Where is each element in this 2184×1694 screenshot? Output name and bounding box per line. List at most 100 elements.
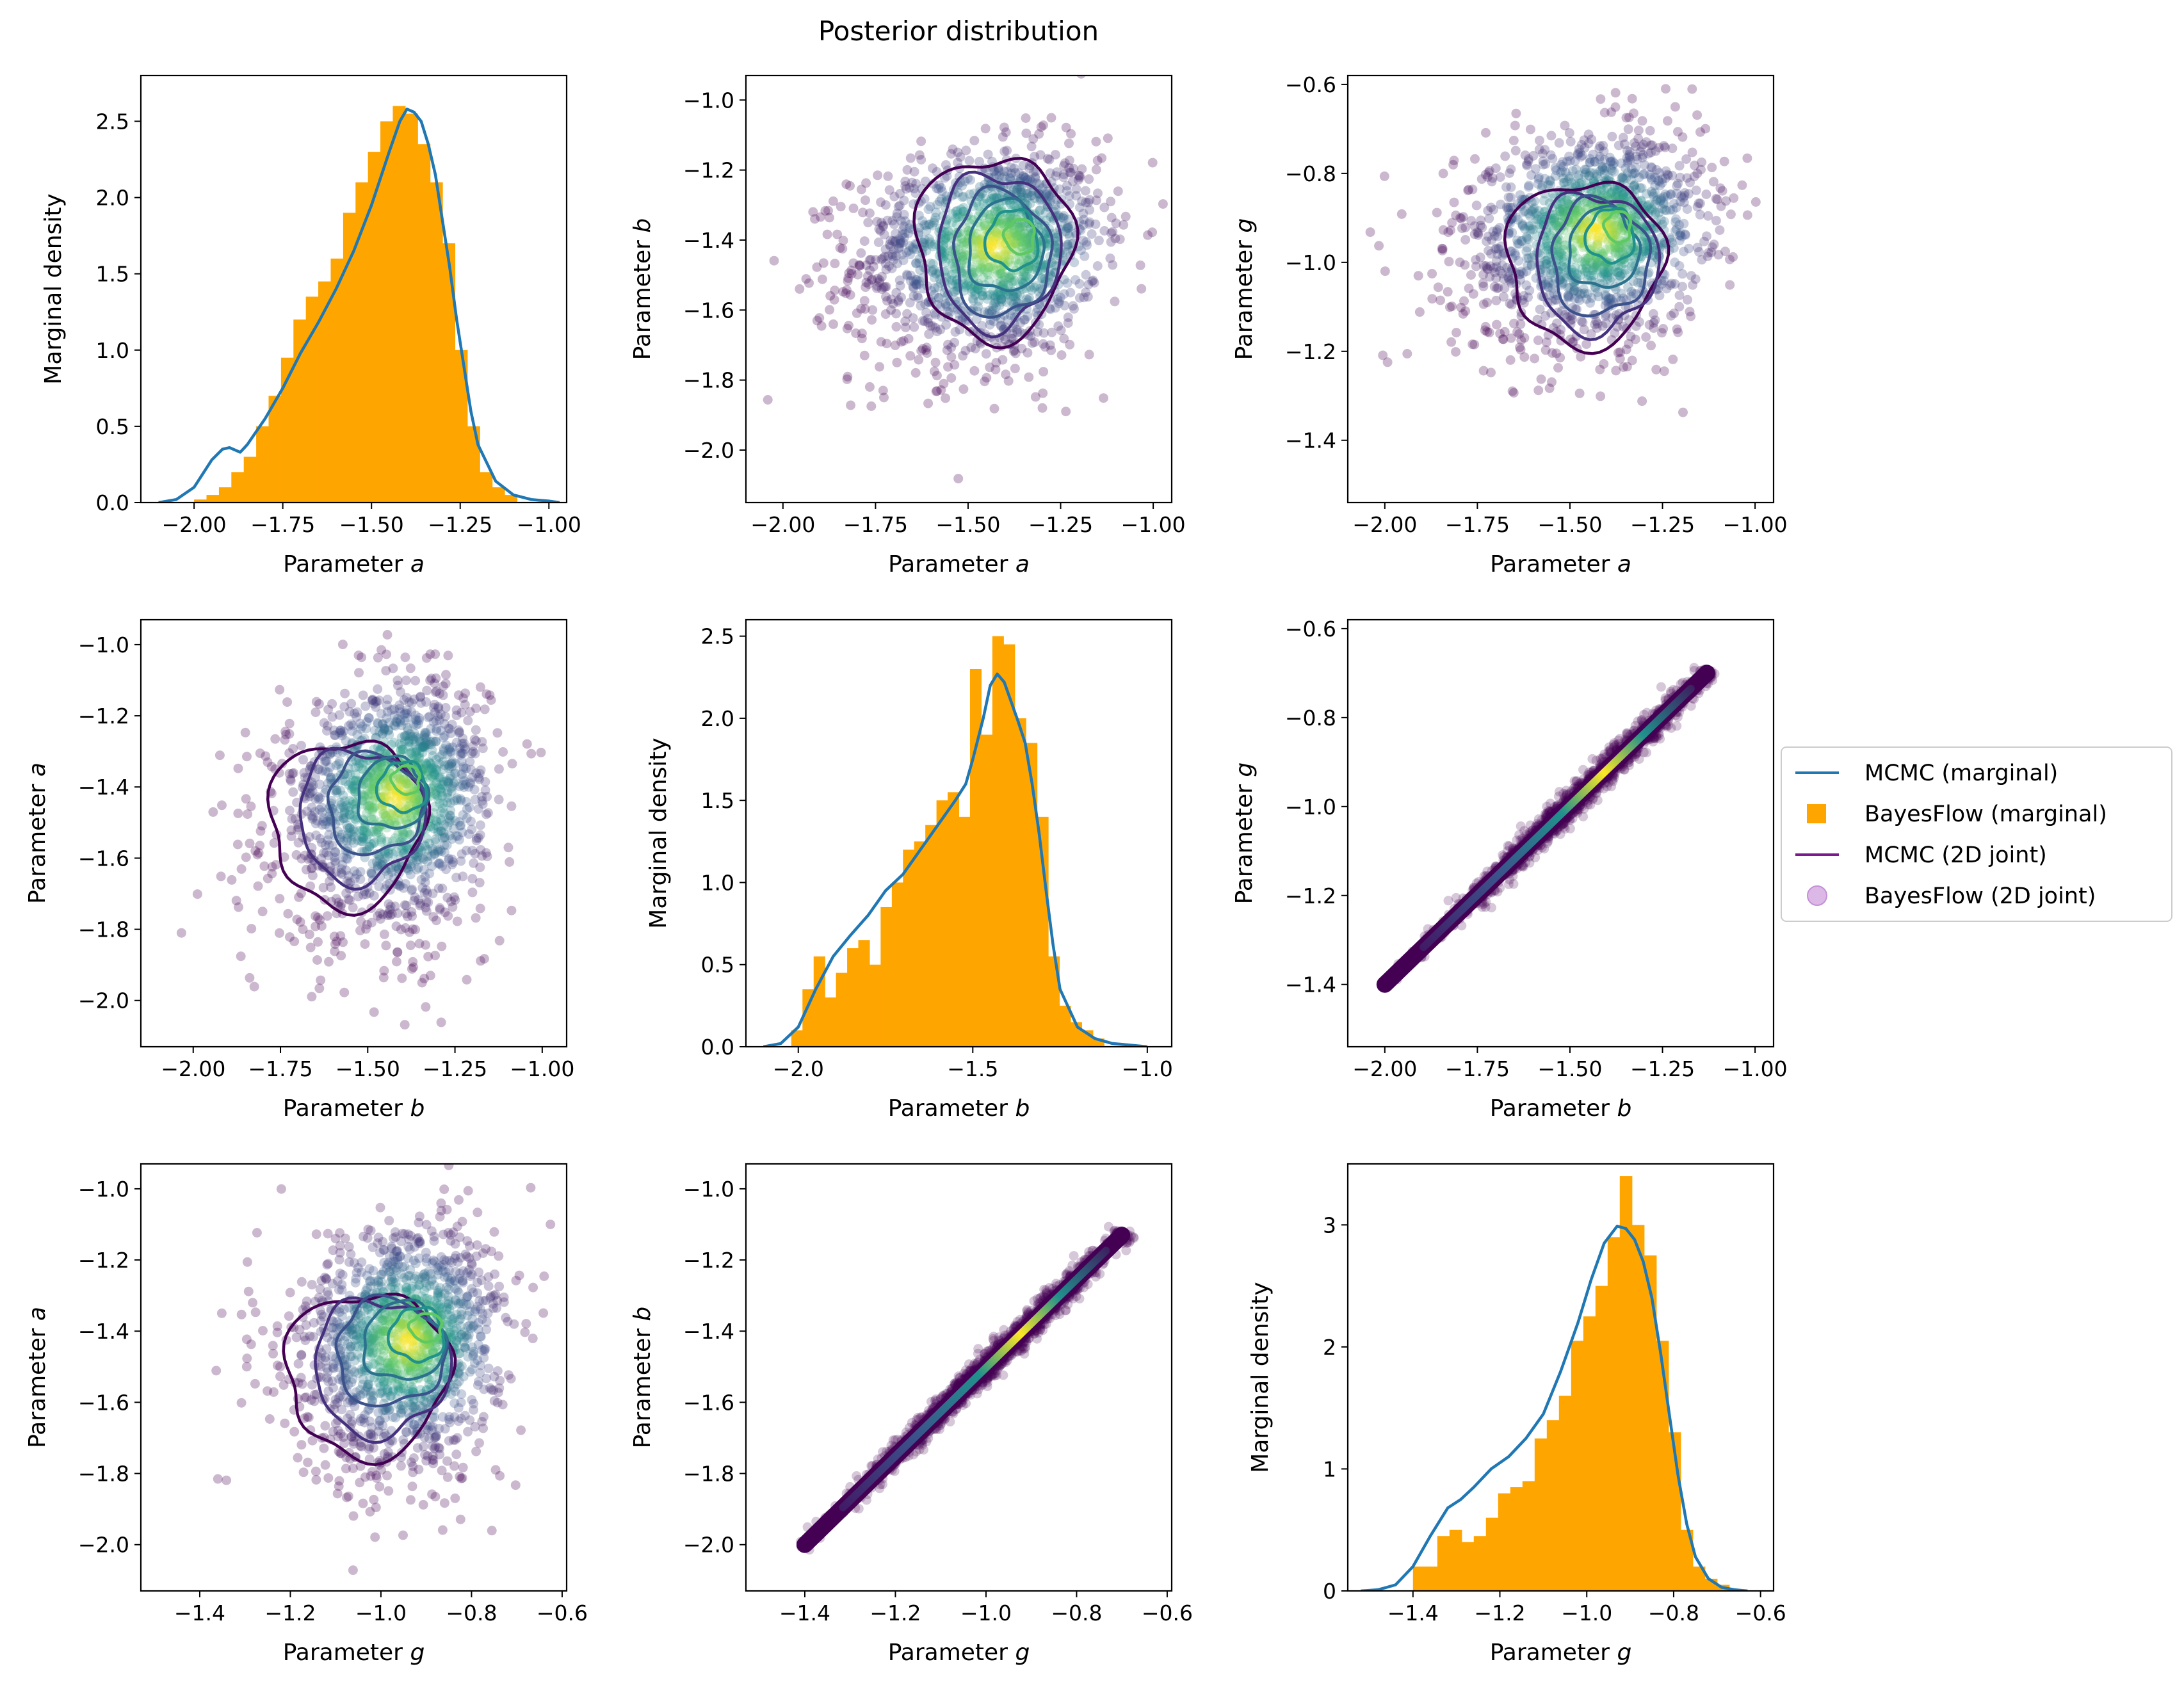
y-axis-label: Marginal density [645, 738, 672, 928]
scatter-point [448, 902, 458, 912]
scatter-point [1476, 174, 1487, 184]
scatter-point [331, 894, 341, 904]
scatter-point [1010, 255, 1021, 265]
scatter-point [1536, 214, 1546, 225]
scatter-point [1577, 150, 1587, 161]
subplot-2: −2.00 −1.75 −1.50 −1.25 −1.00−2.0−1.8−1.6−1.… [629, 74, 1186, 577]
scatter-point [1646, 147, 1656, 157]
scatter-point [396, 720, 407, 730]
scatter-point [991, 227, 1001, 237]
scatter-point [1569, 209, 1579, 220]
scatter-point [1021, 243, 1031, 253]
scatter-point [1701, 190, 1711, 199]
scatter-point [474, 774, 485, 784]
scatter-point [448, 857, 458, 867]
scatter-point [940, 173, 950, 183]
scatter-point [1432, 207, 1442, 218]
scatter-point [1618, 189, 1628, 199]
scatter-point [925, 202, 935, 212]
scatter-point [843, 371, 853, 382]
scatter-point [459, 741, 469, 752]
scatter-point [892, 357, 902, 367]
scatter-point [1062, 241, 1072, 252]
scatter-point [1536, 374, 1546, 384]
scatter-point [1605, 242, 1615, 252]
scatter-point [1006, 296, 1016, 306]
scatter-point [1068, 176, 1078, 186]
scatter-point [1610, 328, 1620, 338]
scatter-point [1593, 236, 1603, 246]
scatter-point [1518, 207, 1528, 217]
scatter-point [233, 809, 243, 818]
scatter-point [1578, 284, 1589, 294]
scatter-point [993, 225, 1003, 235]
scatter-point [1546, 131, 1557, 141]
scatter-point [379, 929, 389, 939]
scatter-point [1374, 241, 1384, 251]
scatter-point [859, 350, 870, 360]
scatter-point [290, 814, 300, 824]
scatter-point [946, 352, 957, 362]
scatter-point [416, 698, 426, 708]
y-tick-label: −1.4 [1285, 428, 1336, 453]
scatter-point [1062, 186, 1072, 196]
scatter-point [344, 721, 353, 731]
scatter-point [451, 738, 462, 748]
scatter-point [1507, 386, 1517, 396]
scatter-point [391, 921, 401, 932]
scatter-point [1530, 164, 1541, 174]
y-tick-label: −1.4 [683, 228, 734, 253]
scatter-point [967, 284, 977, 294]
scatter-point [1015, 231, 1026, 241]
scatter-point [943, 307, 953, 317]
scatter-point [1015, 237, 1026, 247]
scatter-point [1534, 206, 1544, 216]
scatter-point [931, 269, 941, 279]
scatter-point [473, 804, 483, 814]
scatter-point [402, 723, 412, 733]
scatter-point [1482, 298, 1492, 307]
scatter-point [988, 286, 998, 296]
scatter-point [1592, 170, 1602, 180]
scatter-point [451, 873, 462, 883]
scatter-point [1595, 141, 1605, 151]
scatter-point [240, 727, 250, 738]
scatter-point [1569, 282, 1580, 292]
scatter-point [1080, 251, 1090, 261]
scatter-point [1483, 206, 1493, 216]
scatter-point [1033, 327, 1043, 337]
scatter-point [1578, 317, 1588, 327]
scatter-point [1682, 173, 1692, 183]
scatter-point [1656, 214, 1666, 225]
scatter-point [899, 195, 909, 206]
scatter-point [321, 756, 330, 766]
scatter-point [1657, 178, 1667, 188]
scatter-point [1580, 258, 1590, 268]
scatter-point [1091, 136, 1101, 147]
scatter-point [959, 202, 969, 213]
scatter-point [916, 346, 926, 356]
scatter-point [903, 334, 914, 344]
scatter-point [455, 821, 465, 831]
scatter-point [425, 711, 435, 722]
scatter-point [1537, 149, 1548, 159]
scatter-point [1662, 191, 1672, 201]
scatter-point [1503, 205, 1513, 215]
scatter-point [1604, 262, 1614, 272]
scatter-point [842, 323, 852, 334]
scatter-point [1565, 316, 1576, 326]
scatter-point [358, 690, 368, 700]
scatter-point [1081, 237, 1092, 247]
scatter-point [1641, 245, 1651, 255]
scatter-point [1500, 327, 1510, 337]
scatter-point [420, 877, 430, 887]
scatter-point [1006, 163, 1016, 173]
scatter-point [1030, 337, 1040, 347]
scatter-point [988, 302, 998, 312]
scatter-point [357, 722, 368, 731]
scatter-point [1489, 205, 1499, 214]
scatter-point [280, 727, 291, 737]
scatter-point [1091, 165, 1101, 175]
histogram-bar [948, 792, 960, 1047]
scatter-point [862, 271, 873, 281]
